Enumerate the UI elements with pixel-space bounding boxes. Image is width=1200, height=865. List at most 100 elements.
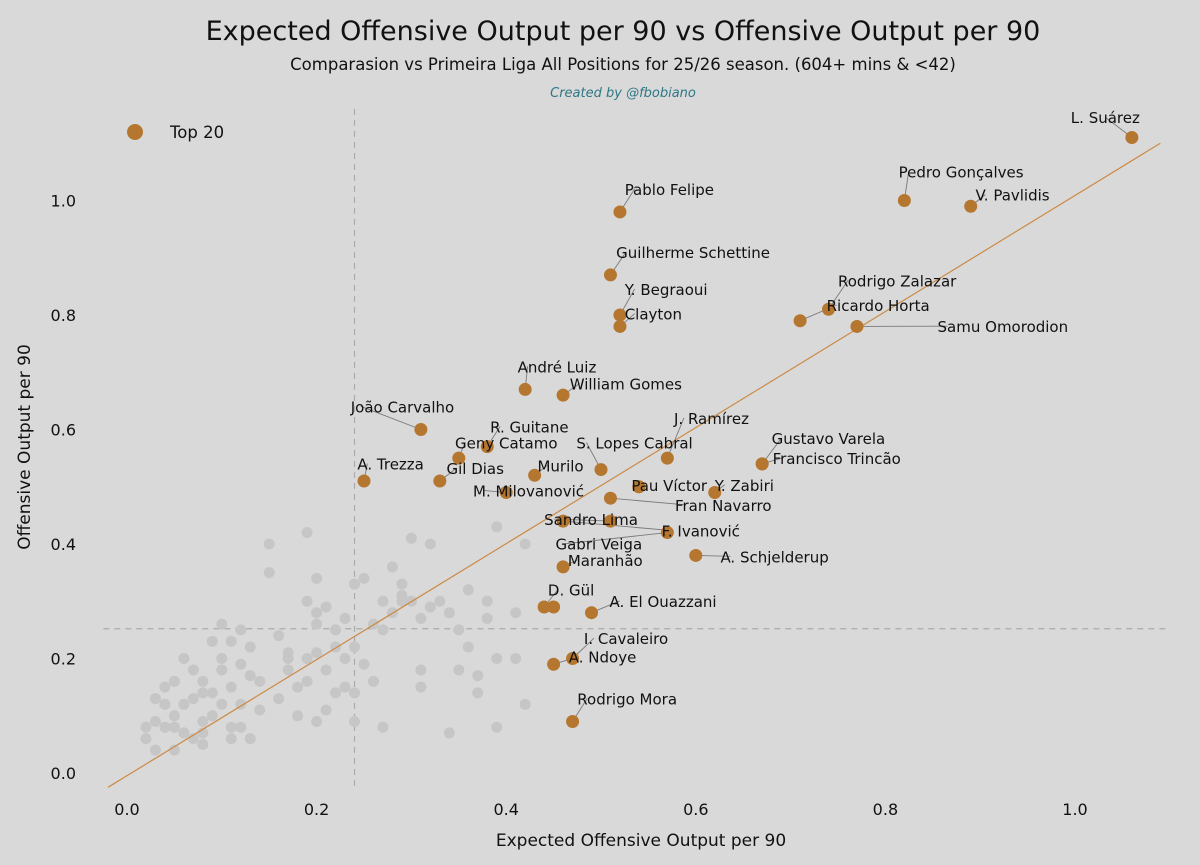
x-axis-label: Expected Offensive Output per 90 <box>496 831 786 851</box>
other-player-point <box>405 532 417 544</box>
highlight-player-point <box>1125 131 1139 145</box>
y-axis-ticks: 0.0 0.2 0.4 0.6 0.8 1.0 <box>51 192 76 784</box>
other-player-point <box>453 624 465 636</box>
other-player-point <box>197 738 209 750</box>
other-player-point <box>168 721 180 733</box>
x-tick-label: 0.4 <box>493 800 518 819</box>
other-player-point <box>292 681 304 693</box>
highlight-player-point <box>480 440 494 454</box>
label-leaders <box>360 116 1133 722</box>
player-label: Pedro Gonçalves <box>899 164 1024 182</box>
other-player-point <box>216 664 228 676</box>
other-player-point <box>235 624 247 636</box>
highlight-player-point <box>603 491 617 505</box>
other-player-point <box>367 675 379 687</box>
other-player-point <box>235 658 247 670</box>
other-player-point <box>301 653 313 664</box>
other-player-point <box>225 733 237 745</box>
other-player-point <box>225 635 237 647</box>
highlight-player-point <box>547 600 561 614</box>
player-label: I. Cavaleiro <box>584 630 668 648</box>
highlight-player-point <box>556 514 570 528</box>
y-tick-label: 0.0 <box>51 764 76 783</box>
other-player-point <box>519 698 531 710</box>
other-player-point <box>187 693 199 705</box>
other-player-point <box>254 704 266 716</box>
other-player-point <box>244 670 256 682</box>
credit-text: Created by @fbobiano <box>550 86 696 101</box>
other-player-point <box>510 607 522 619</box>
player-label: Ricardo Horta <box>827 297 930 315</box>
other-player-point <box>235 721 247 733</box>
other-player-point <box>149 744 161 756</box>
other-player-point <box>159 721 171 733</box>
highlight-player-point <box>433 474 447 488</box>
other-player-point <box>197 715 209 727</box>
highlight-player-point <box>613 205 627 219</box>
x-tick-label: 0.2 <box>304 800 329 819</box>
other-player-point <box>396 595 408 607</box>
highlight-player-point <box>632 480 646 494</box>
player-label: J. Ramírez <box>673 410 749 428</box>
other-player-point <box>168 675 180 687</box>
label-leader-line <box>565 532 668 545</box>
other-player-point <box>206 710 218 722</box>
other-player-point <box>159 698 171 710</box>
y-tick-label: 0.2 <box>51 650 76 669</box>
highlight-player-point <box>660 526 674 540</box>
y-tick-label: 1.0 <box>51 192 76 211</box>
other-player-point <box>320 704 332 716</box>
other-player-point <box>424 538 436 550</box>
other-player-point <box>396 578 408 590</box>
other-player-point <box>311 618 323 630</box>
other-player-point <box>349 641 361 653</box>
other-player-point <box>311 607 323 619</box>
other-player-point <box>320 601 332 613</box>
y-tick-label: 0.4 <box>51 535 76 554</box>
other-player-point <box>377 595 389 607</box>
other-player-point <box>282 653 294 664</box>
highlight-player-point <box>556 560 570 574</box>
other-player-point <box>301 595 313 607</box>
other-player-point <box>453 664 465 676</box>
highlight-player-point <box>528 468 542 482</box>
other-player-point <box>273 630 285 642</box>
others-points <box>140 521 531 756</box>
other-player-point <box>358 658 370 670</box>
other-player-point <box>349 687 361 699</box>
other-player-point <box>149 715 161 727</box>
other-player-point <box>330 624 342 636</box>
player-label: M. Milovanović <box>473 482 584 500</box>
other-player-point <box>349 578 361 590</box>
highlight-player-point <box>613 319 627 333</box>
other-player-point <box>415 664 427 676</box>
other-player-point <box>510 653 522 664</box>
other-player-point <box>225 721 237 733</box>
highlight-player-point <box>822 302 836 316</box>
other-player-point <box>235 698 247 710</box>
other-player-point <box>481 612 493 624</box>
player-label: V. Pavlidis <box>975 187 1049 205</box>
other-player-point <box>443 607 455 619</box>
player-label: Geny Catamo <box>455 434 558 452</box>
other-player-point <box>216 653 228 664</box>
other-player-point <box>320 664 332 676</box>
player-label: Guilherme Schettine <box>616 244 770 262</box>
trendline <box>107 142 1161 788</box>
label-leader-line <box>563 520 672 532</box>
other-player-point <box>339 681 351 693</box>
player-label: A. Ndoye <box>569 649 637 667</box>
other-player-point <box>462 641 474 653</box>
other-player-point <box>472 687 484 699</box>
chart-subtitle: Comparasion vs Primeira Liga All Positio… <box>290 55 956 74</box>
player-label: A. El Ouazzani <box>610 593 717 611</box>
other-player-point <box>178 698 190 710</box>
highlight-player-point <box>850 319 864 333</box>
other-player-point <box>168 744 180 756</box>
other-player-point <box>254 675 266 687</box>
player-label: Samu Omorodion <box>938 318 1069 336</box>
highlight-player-point <box>708 485 722 499</box>
player-label: Maranhão <box>568 552 643 570</box>
other-player-point <box>206 635 218 647</box>
player-label: Rodrigo Zalazar <box>838 272 957 290</box>
